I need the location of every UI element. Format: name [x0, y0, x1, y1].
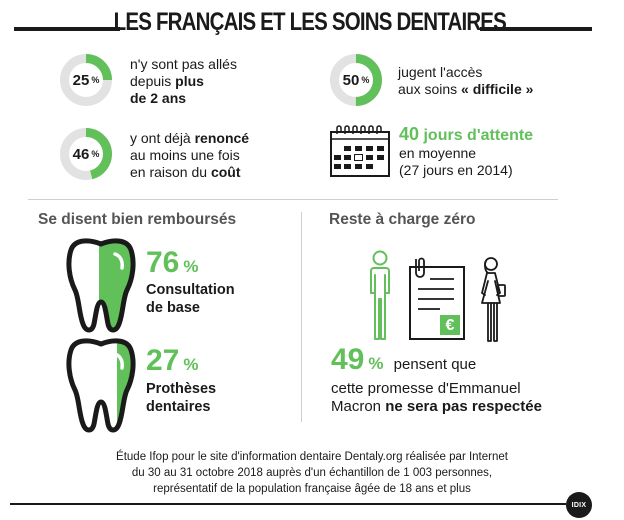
- horizontal-divider: [28, 199, 558, 200]
- section-heading-zero-charge: Reste à charge zéro: [329, 211, 476, 228]
- man-figure-icon: [370, 249, 390, 340]
- zero-charge-line-3: Macron ne sera pas respectée: [331, 398, 542, 415]
- page-title: LES FRANÇAIS ET LES SOINS DENTAIRES: [113, 8, 507, 36]
- zero-charge-line-2: cette promesse d'Emmanuel: [331, 380, 521, 397]
- stat-value: 50%: [342, 71, 370, 89]
- ring-chart-50: [330, 54, 382, 106]
- woman-figure-icon: [481, 257, 506, 342]
- svg-text:€: €: [446, 317, 455, 334]
- stat-text: n'y sont pas allés depuis plus de 2 ans: [130, 56, 237, 106]
- stat-text: y ont déjà renoncé au moins une fois en …: [130, 130, 250, 180]
- tooth-icon-consultation: [66, 238, 136, 333]
- calendar-icon: [330, 125, 390, 177]
- stat-value: 25%: [72, 71, 100, 89]
- tooth-pct-consultation: 76%: [146, 246, 199, 279]
- tooth-label-prostheses: Prothèses dentaires: [146, 381, 217, 415]
- wait-line-average: en moyenne: [399, 145, 477, 161]
- title-rule-left: [14, 27, 120, 31]
- brand-logo: IDIX: [566, 492, 592, 518]
- ring-chart-25: [60, 54, 112, 106]
- tooth-pct-prostheses: 27%: [146, 344, 199, 377]
- invoice-icon: €: [409, 257, 465, 340]
- wait-line-2014: (27 jours en 2014): [399, 162, 513, 178]
- tooth-icon-prostheses: [66, 338, 136, 433]
- tooth-label-consultation: Consultation de base: [146, 282, 235, 316]
- zero-charge-pct: 49% pensent que: [331, 343, 477, 376]
- bottom-rule: [10, 503, 566, 505]
- stat-value: 46%: [72, 145, 100, 163]
- stat-text: jugent l'accès aux soins « difficile »: [398, 64, 534, 97]
- source-note: Étude Ifop pour le site d'information de…: [116, 451, 508, 495]
- vertical-divider: [301, 212, 302, 422]
- section-heading-reimbursed: Se disent bien remboursés: [38, 211, 237, 228]
- ring-chart-46: [60, 128, 112, 180]
- wait-days: 40 jours d'attente: [399, 124, 534, 144]
- title-rule-right: [480, 27, 592, 31]
